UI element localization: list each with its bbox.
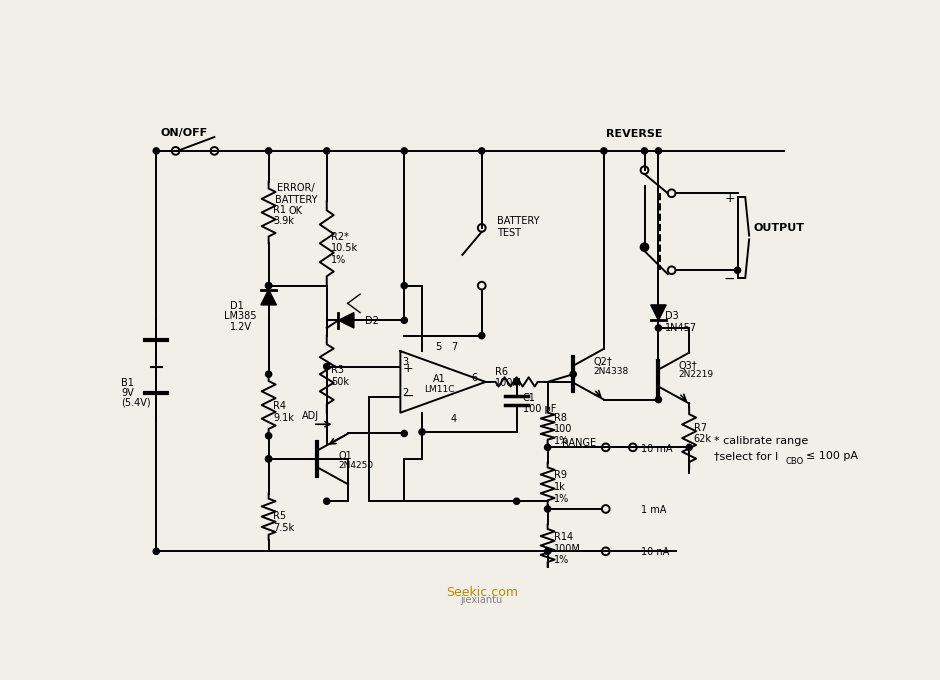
Text: LM11C: LM11C (424, 385, 454, 394)
Text: jiexiantu: jiexiantu (461, 595, 503, 605)
Circle shape (641, 244, 648, 250)
Text: Q1: Q1 (338, 452, 352, 461)
Text: Q3†: Q3† (679, 361, 697, 371)
Circle shape (478, 333, 485, 339)
Text: Seekic.com: Seekic.com (446, 586, 518, 599)
Text: 2N4338: 2N4338 (593, 367, 629, 375)
Circle shape (265, 148, 272, 154)
Text: 3: 3 (402, 357, 408, 367)
Text: B1: B1 (121, 378, 134, 388)
Text: (5.4V): (5.4V) (121, 397, 151, 407)
Text: 10 mA: 10 mA (641, 443, 672, 454)
Polygon shape (338, 313, 353, 328)
Text: D1: D1 (230, 301, 243, 311)
Text: ERROR/
BATTERY
OK: ERROR/ BATTERY OK (274, 183, 317, 216)
Circle shape (570, 371, 576, 377)
Text: ≤ 100 pA: ≤ 100 pA (806, 452, 857, 461)
Text: R7
62k: R7 62k (694, 423, 712, 444)
Circle shape (734, 267, 741, 273)
Text: 7: 7 (451, 342, 457, 352)
Text: R5
7.5k: R5 7.5k (274, 511, 294, 533)
Text: 1 mA: 1 mA (641, 505, 666, 515)
Text: ON/OFF: ON/OFF (160, 128, 207, 138)
Text: D2: D2 (365, 316, 379, 326)
Text: 2N2219: 2N2219 (679, 371, 713, 379)
Text: 2N4250: 2N4250 (338, 461, 373, 470)
Polygon shape (261, 290, 276, 305)
Circle shape (265, 456, 272, 462)
Circle shape (544, 444, 551, 450)
Text: 6: 6 (472, 373, 478, 383)
Text: D3: D3 (665, 311, 679, 321)
Text: C1
100 pF: C1 100 pF (523, 392, 556, 414)
Text: −: − (724, 272, 736, 286)
Circle shape (265, 283, 272, 289)
Text: LM385: LM385 (225, 311, 257, 321)
Text: R8
100
1%: R8 100 1% (554, 413, 572, 446)
Circle shape (265, 283, 272, 289)
Text: ADJ: ADJ (302, 411, 319, 421)
Text: RANGE: RANGE (561, 438, 596, 448)
Circle shape (655, 396, 662, 403)
Circle shape (323, 363, 330, 370)
Text: −: − (402, 389, 414, 403)
Circle shape (265, 432, 272, 439)
Circle shape (544, 548, 551, 554)
Text: R4
9.1k: R4 9.1k (274, 401, 294, 423)
Circle shape (601, 148, 607, 154)
Circle shape (265, 371, 272, 377)
Circle shape (153, 148, 160, 154)
Text: R6
100M: R6 100M (495, 367, 522, 388)
Circle shape (655, 325, 662, 331)
Text: 1.2V: 1.2V (230, 322, 252, 332)
Circle shape (513, 498, 520, 505)
Circle shape (544, 506, 551, 512)
Circle shape (513, 379, 520, 385)
Text: †select for I: †select for I (714, 452, 778, 461)
Circle shape (401, 430, 407, 437)
Text: BATTERY
TEST: BATTERY TEST (497, 216, 540, 238)
Text: CBO: CBO (786, 458, 804, 466)
Text: OUTPUT: OUTPUT (753, 223, 804, 233)
Circle shape (401, 283, 407, 289)
Text: 1N457: 1N457 (665, 322, 697, 333)
Text: R14
100M
1%: R14 100M 1% (554, 532, 581, 565)
Circle shape (265, 456, 272, 462)
Text: A1: A1 (432, 374, 446, 384)
Text: +: + (403, 362, 414, 375)
Circle shape (655, 148, 662, 154)
Text: +: + (725, 192, 735, 205)
Text: 4: 4 (451, 414, 457, 424)
Circle shape (419, 429, 425, 435)
Text: R2*
10.5k
1%: R2* 10.5k 1% (332, 232, 358, 265)
Text: R3
50k: R3 50k (332, 365, 350, 386)
Text: Q2†: Q2† (593, 357, 612, 367)
Polygon shape (650, 305, 666, 320)
Text: * calibrate range: * calibrate range (714, 436, 808, 446)
Circle shape (153, 548, 160, 554)
Text: R9
1k
1%: R9 1k 1% (554, 471, 569, 504)
Text: 9V: 9V (121, 388, 134, 398)
Circle shape (641, 148, 648, 154)
Text: 10 nA: 10 nA (641, 547, 669, 558)
Text: R1
3.9k: R1 3.9k (274, 205, 294, 226)
Circle shape (323, 148, 330, 154)
Text: REVERSE: REVERSE (605, 129, 663, 139)
Circle shape (478, 148, 485, 154)
Circle shape (401, 148, 407, 154)
Text: 2: 2 (402, 388, 408, 398)
Circle shape (686, 444, 692, 450)
Circle shape (401, 318, 407, 324)
Circle shape (323, 498, 330, 505)
Text: 5: 5 (435, 342, 442, 352)
